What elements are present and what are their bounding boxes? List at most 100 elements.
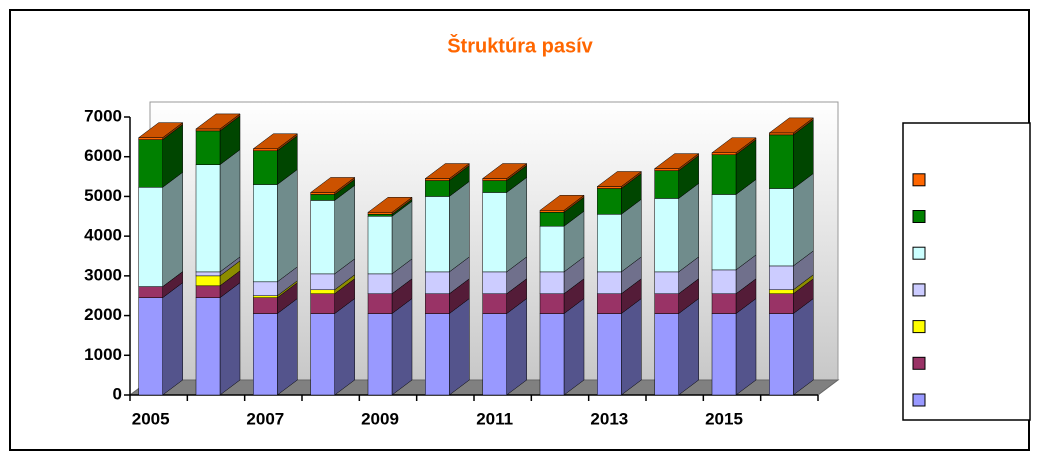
bar-segment — [253, 281, 278, 296]
chart-title: Štruktúra pasív — [447, 33, 593, 57]
bar-segment — [367, 273, 393, 294]
bar-segment — [711, 269, 737, 294]
bar-segment — [195, 271, 221, 277]
x-tick-label: 2013 — [590, 409, 628, 428]
bar-side — [793, 172, 814, 267]
bar-side — [449, 298, 470, 396]
bar-segment — [711, 313, 737, 396]
bar-side — [563, 298, 585, 396]
bar-segment — [367, 212, 393, 215]
bar-segment — [769, 293, 794, 314]
bar-segment — [597, 271, 622, 294]
bar-side — [219, 282, 241, 396]
y-tick-label: 7000 — [84, 106, 122, 125]
bar-segment — [597, 293, 622, 314]
bar-side — [735, 298, 757, 396]
bar-segment — [769, 289, 794, 294]
y-tick-label: 1000 — [84, 345, 122, 364]
bar-segment — [253, 150, 278, 185]
x-tick-label: 2009 — [361, 409, 399, 428]
bar-segment — [195, 128, 221, 132]
x-tick-label: 2015 — [705, 409, 743, 428]
bar-top — [539, 195, 585, 211]
bar-segment — [711, 293, 737, 314]
legend-swatch — [912, 320, 926, 334]
bar-segment — [654, 198, 679, 273]
y-tick-label: 2000 — [84, 305, 122, 324]
legend-swatch — [912, 393, 926, 407]
bar-segment — [482, 178, 507, 181]
legend-swatch — [912, 210, 926, 223]
bar-segment — [138, 187, 163, 287]
legend-swatch — [912, 173, 926, 187]
bar-segment — [769, 188, 794, 267]
bar-segment — [769, 265, 794, 291]
bar-segment — [138, 286, 163, 298]
bar-segment — [539, 271, 565, 294]
bar-segment — [425, 180, 450, 197]
bar-segment — [769, 132, 794, 136]
bar-segment — [367, 313, 393, 396]
y-tick-label: 6000 — [84, 146, 122, 165]
bar-segment — [425, 313, 450, 396]
bar-segment — [425, 293, 450, 314]
bar-segment — [482, 313, 507, 396]
y-tick-label: 5000 — [84, 186, 122, 205]
bar-side — [735, 178, 757, 271]
bar-top — [367, 197, 413, 213]
bar-segment — [539, 293, 565, 314]
bar-segment — [310, 200, 335, 275]
bar-side — [449, 180, 470, 273]
bar-segment — [195, 285, 221, 298]
bar-side — [219, 149, 241, 273]
bar-segment — [482, 271, 507, 294]
bar-top — [711, 137, 757, 153]
bar-segment — [195, 164, 221, 273]
bar-segment — [310, 192, 335, 195]
bar-top — [309, 177, 356, 193]
legend-box — [902, 122, 1031, 421]
bar-segment — [253, 148, 278, 152]
bar-segment — [253, 313, 278, 396]
bar-segment — [138, 139, 163, 188]
bar-side — [162, 282, 183, 396]
bar-segment — [367, 293, 393, 314]
bar-segment — [138, 297, 163, 396]
bar-segment — [425, 178, 450, 181]
legend-swatch — [912, 356, 926, 370]
bar-top — [252, 133, 299, 150]
bar-segment — [482, 192, 507, 273]
bar-segment — [310, 273, 335, 291]
bar-segment — [253, 297, 278, 314]
bar-segment — [654, 170, 679, 199]
bar-segment — [482, 180, 507, 193]
y-tick-label: 4000 — [84, 226, 122, 245]
bar-segment — [310, 194, 335, 201]
bar-segment — [310, 293, 335, 314]
bar-side — [334, 298, 355, 396]
bar-segment — [597, 214, 622, 273]
bar-side — [621, 298, 642, 396]
bar-segment — [310, 289, 335, 294]
bar-segment — [654, 293, 679, 314]
bar-segment — [195, 297, 221, 396]
bar-top — [137, 122, 184, 138]
bar-side — [162, 171, 183, 288]
bar-segment — [425, 196, 450, 273]
bar-top — [195, 113, 241, 130]
bar-segment — [654, 168, 679, 171]
bar-segment — [711, 194, 737, 271]
bar-top — [653, 153, 700, 169]
y-tick-label: 3000 — [84, 265, 122, 284]
bar-segment — [769, 134, 794, 189]
legend-swatch — [912, 283, 926, 297]
x-tick-label: 2005 — [132, 409, 170, 428]
bar-side — [793, 298, 814, 396]
bar-side — [334, 184, 355, 275]
bar-segment — [253, 295, 278, 298]
bar-segment — [539, 225, 565, 273]
bar-side — [506, 298, 527, 396]
bar-segment — [597, 186, 622, 189]
bar-side — [678, 298, 699, 396]
legend-swatch — [912, 246, 926, 260]
